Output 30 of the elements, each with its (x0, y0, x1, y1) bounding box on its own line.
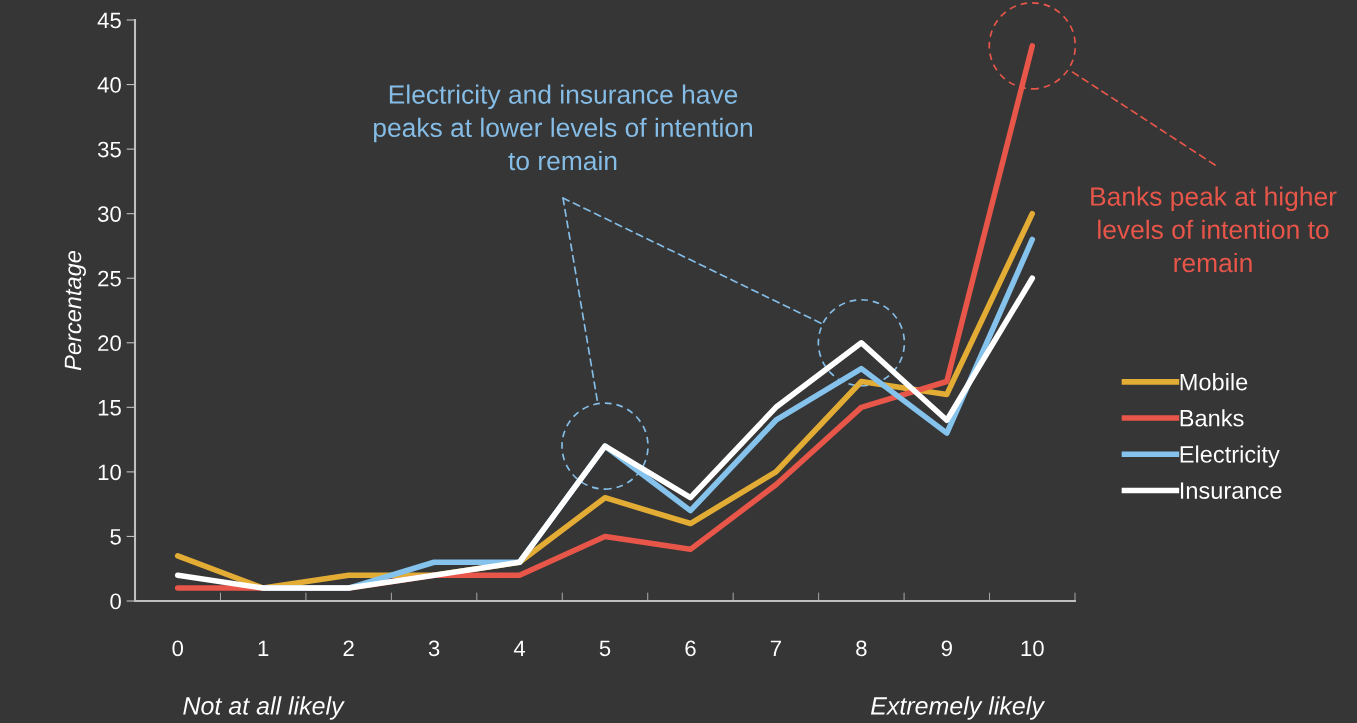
x-tick-label: 1 (258, 640, 269, 656)
legend-label: Insurance (1180, 482, 1282, 499)
y-tick-label: 10 (98, 464, 121, 481)
y-tick-label: 5 (110, 529, 121, 545)
y-tick-label: 0 (110, 593, 121, 610)
y-axis-title: Percentage (64, 250, 86, 371)
x-tick-label: 5 (599, 640, 611, 657)
legend-label: Mobile (1180, 373, 1248, 391)
x-tick-label: 9 (941, 640, 952, 657)
x-tick-label: 3 (428, 640, 440, 657)
y-tick-label: 40 (97, 77, 121, 93)
y-tick-label: 15 (98, 400, 121, 416)
x-tick-label: 4 (513, 640, 526, 656)
y-tick-label: 45 (97, 12, 121, 29)
y-tick-label: 35 (97, 141, 121, 158)
x-tick-label: 0 (172, 640, 184, 657)
x-tick-label: 6 (685, 640, 696, 657)
y-tick-label: 30 (97, 206, 121, 222)
text: Not at all likely (183, 696, 345, 720)
x-tick-label: 2 (343, 640, 354, 656)
text: Extremely likely (870, 696, 1046, 720)
y-tick-label: 25 (98, 270, 121, 287)
legend-label: Banks (1180, 409, 1244, 427)
y-tick-label: 20 (98, 335, 121, 352)
x-tick-label: 10 (1021, 640, 1044, 657)
x-tick-label: 7 (770, 640, 781, 656)
text: Banks peak at higher levels of intention to remain (1091, 186, 1337, 273)
annotation: Electricity and insurance have peaks at lower levels of intention to remain (374, 84, 752, 171)
x-tick-label: 8 (856, 640, 867, 657)
legend-label: Electricity (1180, 445, 1280, 468)
